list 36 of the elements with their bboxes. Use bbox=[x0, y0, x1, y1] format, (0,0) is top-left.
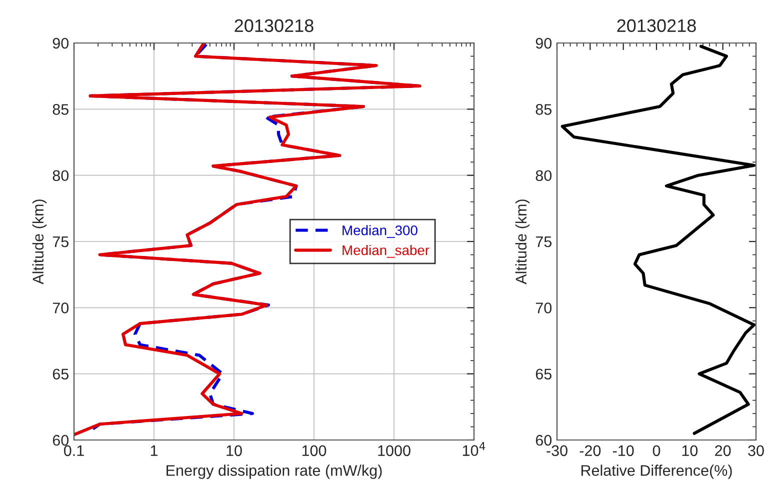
y-tick-label: 90 bbox=[52, 38, 69, 49]
x-tick-label: -20 bbox=[580, 445, 601, 456]
chart-title: 20130218 bbox=[234, 19, 314, 32]
x-axis-title: Relative Difference(%) bbox=[581, 464, 732, 479]
x-tick-label: -10 bbox=[612, 445, 634, 456]
line-series bbox=[560, 44, 756, 435]
legend-label: Median_saber bbox=[342, 244, 430, 258]
y-tick-label: 60 bbox=[52, 434, 69, 446]
x-tick-label: 0.1 bbox=[64, 445, 84, 456]
y-axis-title: Altitude (km) bbox=[32, 200, 47, 284]
x-tick-label: 10 bbox=[226, 445, 242, 456]
x-tick-label: -30 bbox=[546, 445, 568, 456]
x-tick-label: 100 bbox=[302, 445, 326, 456]
x-tick-label: 20 bbox=[715, 445, 731, 456]
y-tick-label: 65 bbox=[536, 368, 552, 380]
x-axis-title: Energy dissipation rate (mW/kg) bbox=[166, 464, 382, 479]
chart-title: 20130218 bbox=[617, 19, 696, 32]
legend-label: Median_300 bbox=[342, 225, 418, 238]
x-tick-label: 1 bbox=[150, 445, 158, 456]
x-tick-label: 1000 bbox=[378, 445, 410, 456]
x-tick-label: 10$^{4}$ bbox=[462, 442, 486, 456]
y-axis-title: Altitude (km) bbox=[515, 200, 530, 284]
x-tick-label: 30 bbox=[748, 445, 764, 456]
y-tick-label: 90 bbox=[536, 38, 552, 49]
y-tick-label: 75 bbox=[52, 236, 68, 248]
y-tick-label: 85 bbox=[52, 104, 68, 115]
y-tick-label: 70 bbox=[52, 302, 69, 314]
y-tick-label: 80 bbox=[536, 170, 552, 182]
y-tick-label: 70 bbox=[536, 302, 552, 314]
y-tick-label: 80 bbox=[52, 170, 69, 182]
y-tick-label: 75 bbox=[536, 236, 552, 248]
y-tick-label: 85 bbox=[536, 104, 552, 115]
x-tick-label: 0 bbox=[652, 445, 660, 456]
y-tick-label: 65 bbox=[52, 368, 68, 380]
y-tick-label: 60 bbox=[536, 434, 552, 446]
x-tick-label: 10 bbox=[682, 445, 698, 456]
